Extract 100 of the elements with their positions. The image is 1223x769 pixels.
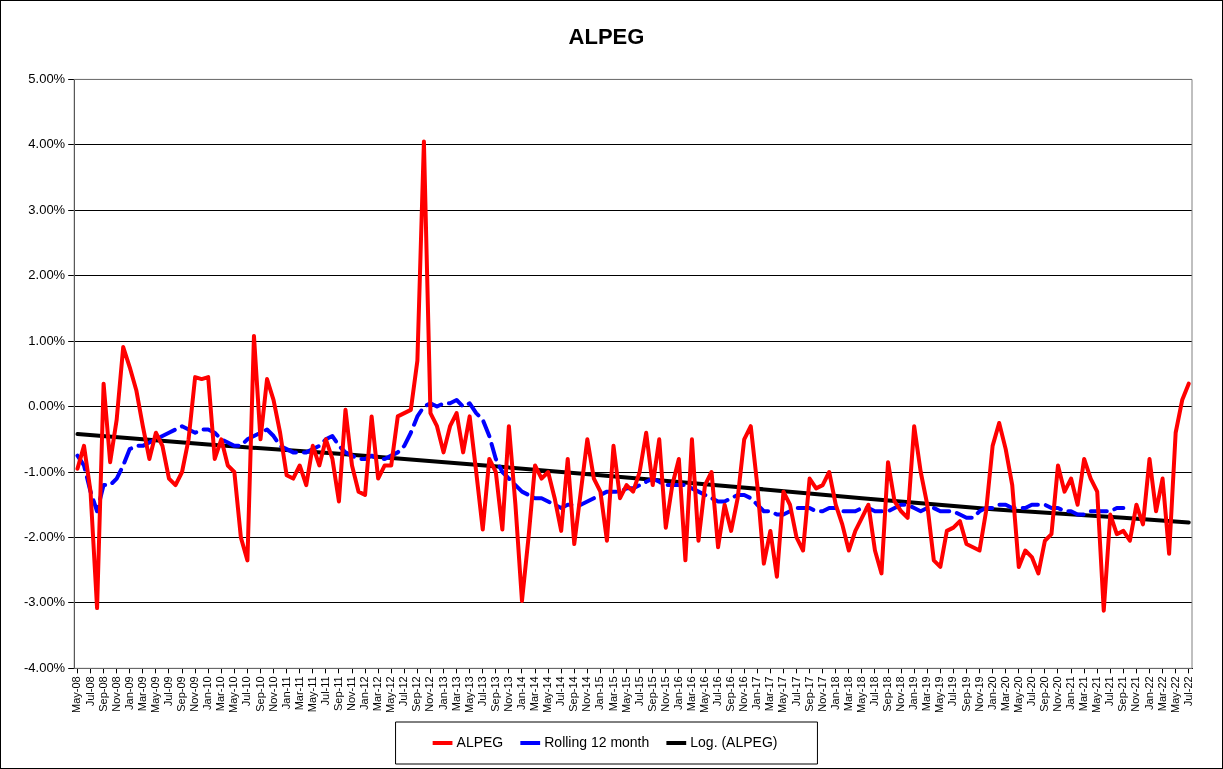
x-tick-label: Mar-17	[763, 676, 776, 712]
x-tick-label: Nov-19	[972, 676, 985, 712]
legend-label: Rolling 12 month	[544, 733, 650, 750]
x-tick-label: Sep-20	[1037, 676, 1050, 712]
x-tick-label: Mar-10	[214, 676, 227, 712]
x-tick-label: May-17	[776, 676, 789, 714]
x-tick-label: May-15	[619, 676, 632, 714]
x-tick-label: May-16	[698, 676, 711, 714]
x-tick-label: Mar-09	[135, 676, 148, 712]
x-tick-label: Sep-08	[96, 676, 109, 712]
x-tick-label: Mar-18	[841, 676, 854, 712]
x-tick-label: Sep-21	[1116, 676, 1129, 712]
y-tick-label: -2.00%	[23, 529, 66, 545]
y-tick-label: -1.00%	[23, 463, 66, 479]
x-tick-label: Nov-09	[188, 676, 201, 712]
x-tick-label: Sep-16	[724, 676, 737, 712]
x-tick-label: Nov-21	[1129, 676, 1142, 712]
x-tick-label: Mar-19	[920, 676, 933, 712]
x-tick-label: Jan-15	[593, 676, 606, 710]
x-tick-label: Jan-18	[828, 676, 841, 710]
y-tick-label: 0.00%	[28, 398, 66, 414]
x-tick-label: Jul-19	[946, 676, 959, 707]
x-tick-label: Mar-11	[292, 676, 305, 711]
x-tick-label: Mar-12	[371, 676, 384, 712]
x-tick-label: Jul-21	[1103, 676, 1116, 707]
x-tick-label: Jan-10	[201, 676, 214, 710]
x-tick-label: Jan-16	[671, 676, 684, 710]
x-tick-label: Sep-10	[253, 676, 266, 712]
x-tick-label: May-14	[541, 676, 554, 714]
x-tick-label: Jul-12	[397, 676, 410, 707]
x-tick-label: May-19	[933, 676, 946, 714]
x-tick-label: Jan-09	[122, 676, 135, 710]
x-tick-label: Jul-18	[867, 676, 880, 707]
x-tick-label: Sep-19	[959, 676, 972, 712]
x-tick-label: May-20	[1011, 676, 1024, 714]
x-tick-label: Jan-11	[279, 676, 292, 710]
x-tick-label: Jan-13	[436, 676, 449, 710]
x-tick-label: Mar-20	[998, 676, 1011, 712]
y-tick-label: -4.00%	[23, 659, 66, 675]
x-tick-label: Jan-17	[750, 676, 763, 710]
x-tick-label: Jan-19	[907, 676, 920, 710]
x-tick-label: May-22	[1168, 676, 1181, 714]
x-tick-label: May-13	[462, 676, 475, 714]
x-tick-label: Jan-20	[985, 676, 998, 710]
y-tick-label: 5.00%	[28, 70, 66, 86]
x-tick-label: Jul-22	[1181, 676, 1194, 707]
x-tick-label: Jan-21	[1064, 676, 1077, 710]
x-tick-label: Mar-15	[606, 676, 619, 712]
x-tick-label: Mar-14	[528, 676, 541, 712]
x-tick-label: Nov-17	[815, 676, 828, 712]
x-tick-label: Nov-18	[894, 676, 907, 712]
x-tick-label: Nov-20	[1051, 676, 1064, 712]
x-tick-label: May-10	[227, 676, 240, 714]
x-tick-label: Sep-13	[488, 676, 501, 712]
x-tick-label: Nov-10	[266, 676, 279, 712]
x-tick-label: Mar-21	[1077, 676, 1090, 712]
x-tick-label: Jul-14	[554, 676, 567, 707]
x-tick-label: Jul-09	[162, 676, 175, 707]
x-tick-label: Jul-10	[240, 676, 253, 707]
x-tick-label: May-21	[1090, 676, 1103, 714]
x-tick-label: Nov-16	[737, 676, 750, 712]
x-tick-label: Jul-15	[632, 676, 645, 707]
legend-label: Log. (ALPEG)	[690, 733, 778, 750]
x-tick-label: Sep-11	[331, 676, 344, 711]
x-tick-label: Jul-08	[83, 676, 96, 707]
line-series	[75, 398, 1126, 520]
y-tick-label: 4.00%	[28, 136, 66, 152]
x-tick-label: May-09	[148, 676, 161, 714]
y-tick-label: -3.00%	[23, 594, 66, 610]
x-tick-label: Nov-14	[580, 676, 593, 712]
x-tick-label: Nov-12	[423, 676, 436, 712]
x-tick-label: Mar-16	[684, 676, 697, 712]
x-tick-label: Mar-13	[449, 676, 462, 712]
x-tick-label: Sep-12	[410, 676, 423, 712]
x-tick-label: May-18	[854, 676, 867, 714]
x-tick-label: Sep-15	[645, 676, 658, 712]
x-tick-label: Nov-11	[345, 676, 358, 711]
x-tick-label: Jul-11	[318, 676, 331, 706]
x-tick-label: Jan-14	[515, 676, 527, 710]
chart-title: ALPEG	[568, 24, 645, 50]
x-tick-label: Nov-08	[109, 676, 122, 712]
x-tick-label: Nov-15	[658, 676, 671, 712]
x-tick-label: Jan-12	[358, 676, 371, 710]
x-tick-label: Jan-22	[1142, 676, 1155, 710]
x-tick-label: Sep-17	[802, 676, 815, 712]
x-tick-label: Sep-14	[567, 676, 580, 712]
x-tick-label: Jul-17	[789, 676, 802, 707]
y-tick-label: 3.00%	[28, 201, 66, 217]
x-tick-label: Mar-22	[1155, 676, 1168, 712]
x-tick-label: Nov-13	[501, 676, 514, 712]
x-tick-label: May-12	[384, 676, 397, 714]
x-tick-label: May-11	[305, 676, 318, 713]
x-tick-label: Sep-09	[175, 676, 188, 712]
x-tick-label: Jul-16	[711, 676, 724, 707]
y-tick-label: 1.00%	[28, 332, 66, 348]
legend-label: ALPEG	[456, 733, 504, 750]
x-tick-label: Jul-13	[475, 676, 488, 707]
x-tick-label: Jul-20	[1024, 676, 1037, 707]
y-tick-label: 2.00%	[28, 267, 66, 283]
x-tick-label: May-08	[70, 676, 83, 714]
